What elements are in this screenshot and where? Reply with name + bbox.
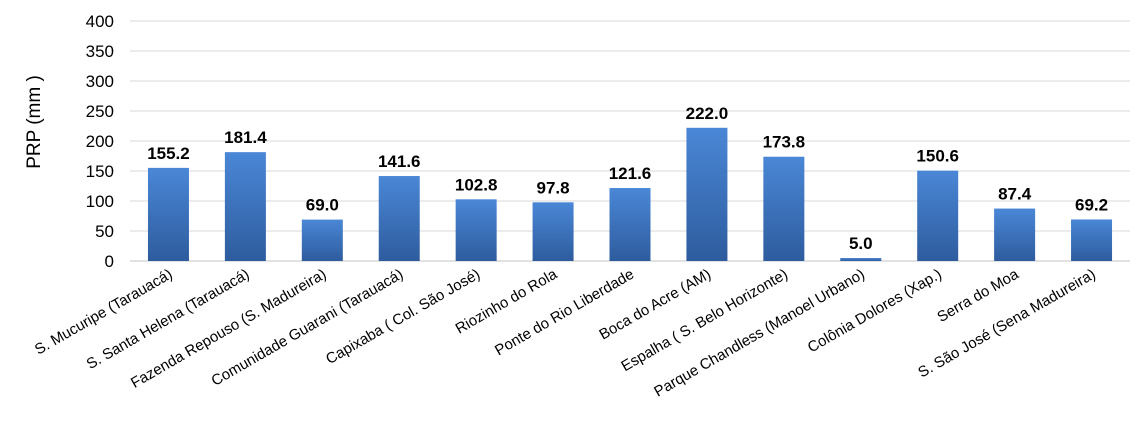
bar <box>301 219 343 261</box>
y-axis-label: PRP (mm ) <box>24 75 45 169</box>
data-label: 87.4 <box>998 185 1032 204</box>
y-tick-label: 250 <box>86 102 114 121</box>
y-tick-label: 150 <box>86 162 114 181</box>
y-tick-label: 50 <box>95 222 114 241</box>
data-label: 121.6 <box>609 164 652 183</box>
bar <box>147 167 189 261</box>
y-tick-label: 0 <box>105 252 114 271</box>
data-label: 150.6 <box>916 147 959 166</box>
data-label: 69.2 <box>1075 195 1108 214</box>
bar <box>917 170 959 261</box>
x-axis-categories: S. Mucuripe (Tarauacá)S. Santa Helena (T… <box>32 265 1099 400</box>
bar <box>1071 219 1113 261</box>
bar <box>994 208 1036 261</box>
bar <box>224 152 266 261</box>
bar <box>378 176 420 261</box>
bars <box>147 127 1113 261</box>
data-label: 5.0 <box>849 234 873 253</box>
x-category-label: S. Mucuripe (Tarauacá) <box>32 266 176 359</box>
bar <box>455 199 497 261</box>
bar <box>609 188 651 261</box>
data-label: 173.8 <box>763 133 806 152</box>
y-tick-label: 200 <box>86 132 114 151</box>
y-tick-label: 100 <box>86 192 114 211</box>
x-category-label: Colônia Dolores (Xap.) <box>805 266 945 357</box>
bar <box>686 127 728 261</box>
bar <box>840 258 882 261</box>
data-label: 102.8 <box>455 175 498 194</box>
data-label: 97.8 <box>537 178 570 197</box>
data-labels: 155.2 181.4 69.0 141.6 102.8 97.8 121.6 222.0 17… <box>147 104 1108 253</box>
data-label: 141.6 <box>378 152 421 171</box>
gridlines <box>130 20 1130 262</box>
data-label: 222.0 <box>686 104 729 123</box>
y-tick-label: 300 <box>86 72 114 91</box>
x-category-label: Ponte do Rio Liberdade <box>492 266 637 360</box>
data-label: 69.0 <box>306 196 339 215</box>
data-label: 181.4 <box>224 128 267 147</box>
y-tick-label: 350 <box>86 42 114 61</box>
y-axis-ticks: 0 50 100 150 200 250 300 350 400 <box>86 12 114 271</box>
bar <box>532 202 574 261</box>
bar <box>763 156 805 261</box>
y-tick-label: 400 <box>86 12 114 31</box>
data-label: 155.2 <box>147 144 190 163</box>
